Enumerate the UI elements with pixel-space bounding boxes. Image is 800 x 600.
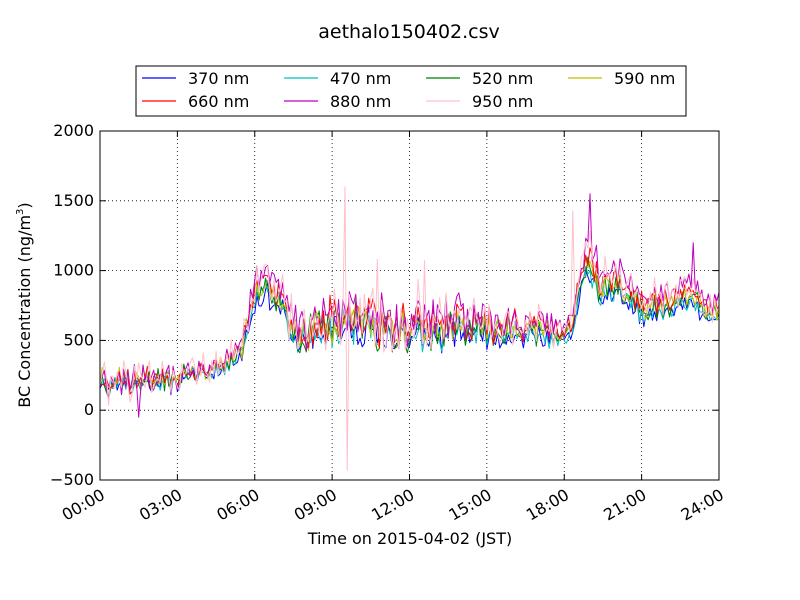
x-tick-label: 06:00 xyxy=(213,485,262,525)
x-tick-label: 09:00 xyxy=(291,485,340,525)
legend-label: 660 nm xyxy=(188,92,249,111)
grid xyxy=(100,131,719,480)
legend-label: 590 nm xyxy=(614,69,675,88)
legend: 370 nm 470 nm 520 nm 590 nm 660 nm 880 nm 950 … xyxy=(135,65,687,117)
legend-label: 370 nm xyxy=(188,69,249,88)
series-line-880-nm xyxy=(99,193,720,418)
series-line-950-nm xyxy=(99,186,720,471)
x-tick-label: 15:00 xyxy=(445,485,494,525)
x-tick-label: 12:00 xyxy=(368,485,417,525)
legend-label: 470 nm xyxy=(330,69,391,88)
y-axis-label: BC Concentration (ng/m3) xyxy=(15,202,34,407)
legend-label: 880 nm xyxy=(330,92,391,111)
x-axis-label: Time on 2015-04-02 (JST) xyxy=(307,529,512,548)
y-tick-label: 1500 xyxy=(53,191,94,210)
y-axis-label-close: ) xyxy=(15,202,34,208)
x-tick-label: 24:00 xyxy=(678,485,727,525)
legend-label: 950 nm xyxy=(472,92,533,111)
x-tick-label: 00:00 xyxy=(59,485,108,525)
y-tick-label: 1000 xyxy=(53,261,94,280)
axis-ticks: −500 0 500 1000 1500 2000 00:00 03:00 06:00 09:00… xyxy=(50,121,727,525)
x-tick-label: 18:00 xyxy=(523,485,572,525)
y-tick-label: 500 xyxy=(63,330,94,349)
legend-label: 520 nm xyxy=(472,69,533,88)
y-tick-label: −500 xyxy=(50,470,94,489)
y-axis-label-main: BC Concentration (ng/m xyxy=(15,215,34,408)
y-axis-label-superscript: 3 xyxy=(15,209,26,215)
chart-title: aethalo150402.csv xyxy=(318,21,500,43)
plot-area xyxy=(99,186,720,471)
x-tick-label: 21:00 xyxy=(600,485,649,525)
y-tick-label: 2000 xyxy=(53,121,94,140)
legend-box xyxy=(135,65,687,117)
x-tick-label: 03:00 xyxy=(136,485,185,525)
y-tick-label: 0 xyxy=(84,400,94,419)
